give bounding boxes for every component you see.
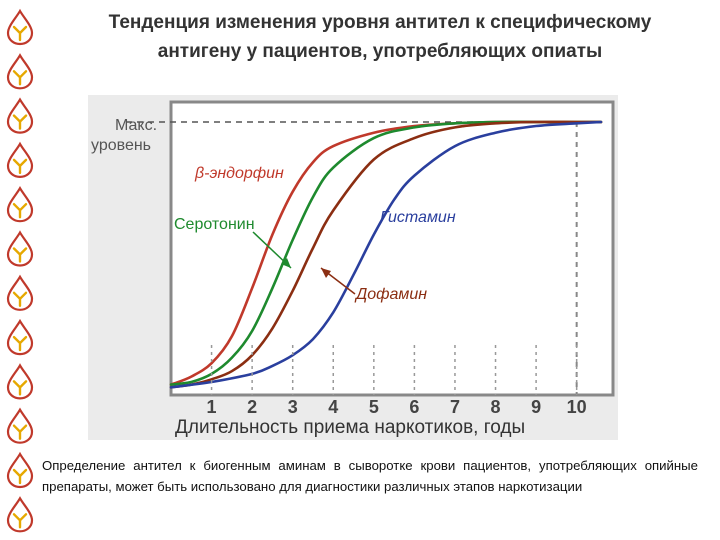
pointer-dopa-arrowhead	[321, 268, 331, 278]
x-tick-label: 10	[567, 397, 587, 417]
x-tick-label: 2	[247, 397, 257, 417]
x-tick-label: 7	[450, 397, 460, 417]
pointer-sero-arrowhead	[281, 258, 291, 268]
x-tick-label: 1	[207, 397, 217, 417]
plot-area	[169, 100, 615, 397]
x-tick-label: 8	[491, 397, 501, 417]
x-axis-label: Длительность приема наркотиков, годы	[175, 417, 525, 438]
series-label-hist: Гистамин	[380, 209, 456, 226]
slide-title: Тенденция изменения уровня антител к спе…	[44, 8, 716, 66]
caption: Определение антител к биогенным аминам в…	[42, 458, 698, 494]
chart-svg: 1 2 3 4 5 6 7 8 9 10 Макс. уровень Длительность п…	[88, 95, 618, 440]
drop-logo-icon	[6, 141, 34, 178]
drop-logo-icon	[6, 451, 34, 489]
slide-title-line1: Тенденция изменения уровня антител к спе…	[108, 12, 652, 33]
drop-logo-icon	[6, 53, 34, 90]
x-tick-label: 5	[369, 397, 379, 417]
y-label-line2: уровень	[91, 137, 151, 154]
drop-logo-icon	[6, 407, 34, 444]
x-tick-label: 3	[288, 397, 298, 417]
x-tick-label: 6	[409, 397, 419, 417]
series-line-dopa	[169, 120, 603, 389]
chart: 1 2 3 4 5 6 7 8 9 10 Макс. уровень Длительность п…	[88, 95, 618, 440]
drop-logo-icon	[6, 496, 34, 533]
series-label-sero: Серотонин	[174, 216, 255, 233]
drop-logo-icon	[6, 318, 34, 356]
drop-logo-icon	[6, 8, 34, 46]
drop-logo-icon	[6, 185, 34, 223]
drop-logo-icon	[6, 230, 34, 267]
drop-logo-icon	[6, 274, 34, 311]
sidebar-logos	[6, 8, 34, 533]
slide-title-line2: антигену у пациентов, употребляющих опиа…	[157, 41, 603, 62]
drop-logo-icon	[6, 363, 34, 400]
x-tick-label: 4	[328, 397, 338, 417]
series-line-hist	[169, 120, 603, 389]
y-label-line1: Макс.	[115, 117, 157, 134]
series-label-dopa: Дофамин	[354, 286, 427, 303]
drop-logo-icon	[6, 97, 34, 134]
series-label-beta: β-эндорфин	[194, 165, 284, 182]
x-tick-label: 9	[531, 397, 541, 417]
